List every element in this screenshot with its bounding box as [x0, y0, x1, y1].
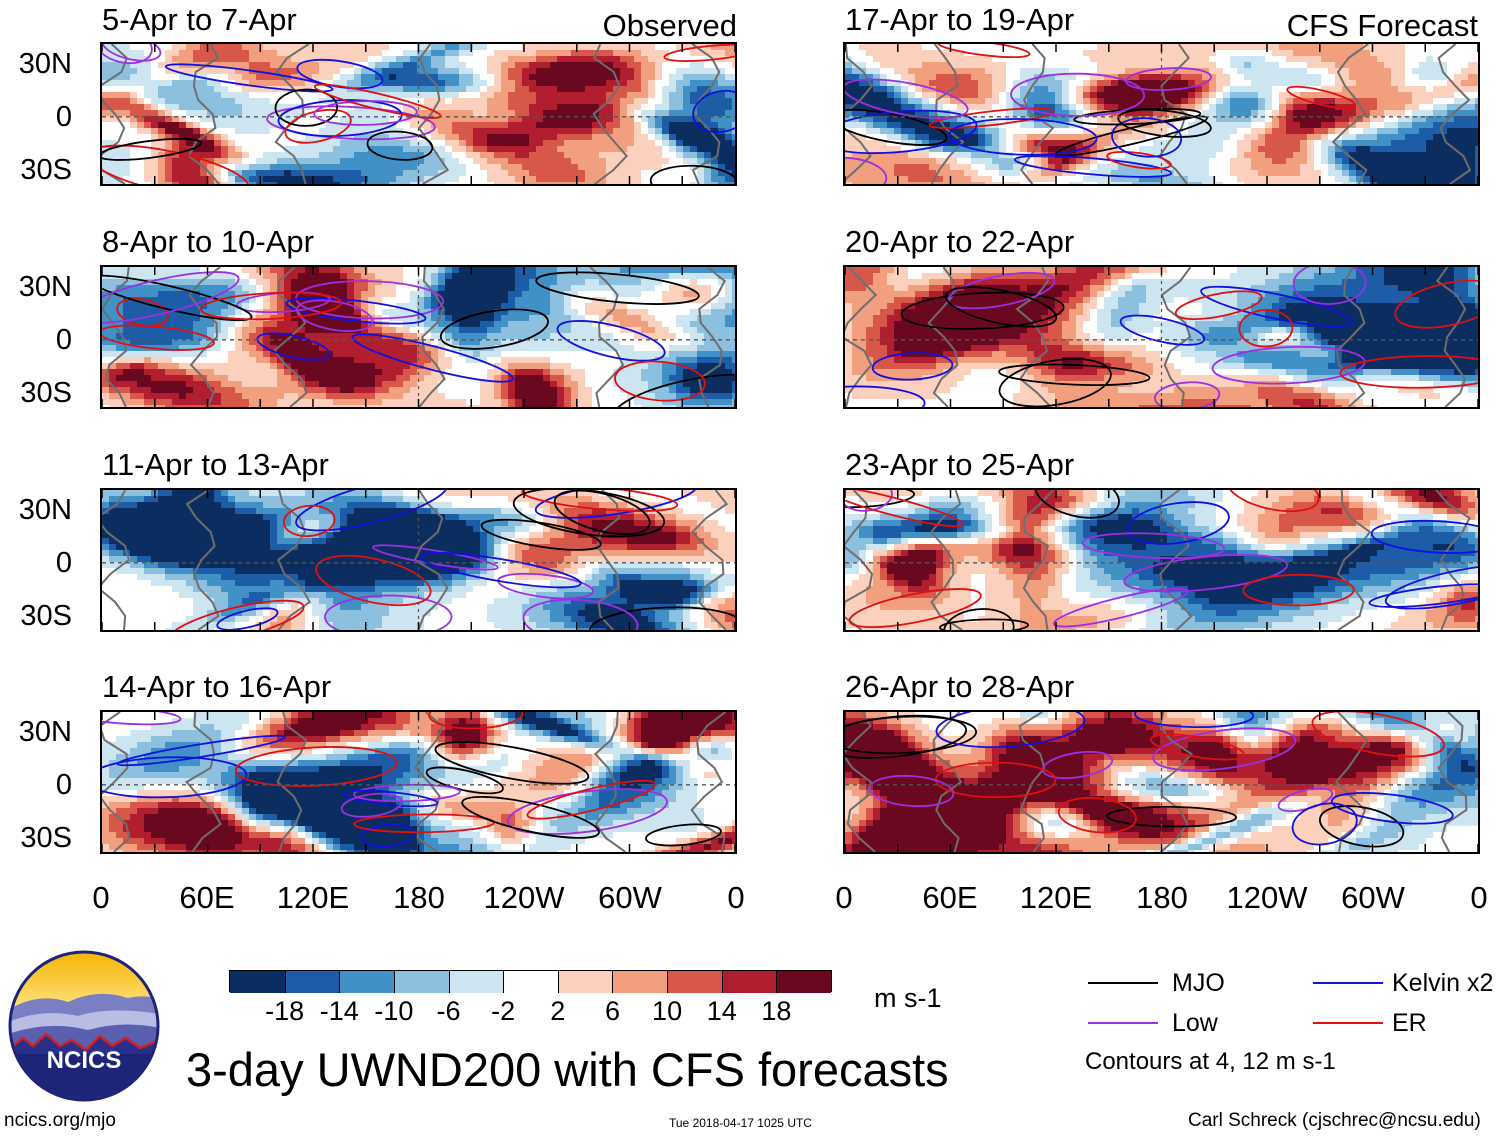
legend-line-mjo — [1088, 982, 1158, 984]
colorbar-swatch — [503, 971, 559, 993]
colorbar-label: 6 — [604, 996, 620, 1026]
main-title: 3-day UWND200 with CFS forecasts — [186, 1043, 949, 1096]
colorbar-swatch — [776, 971, 832, 993]
map-panel-fcst-1 — [843, 42, 1480, 186]
map-field — [845, 267, 1478, 407]
lat-label-eq: 0 — [55, 769, 72, 801]
colorbar-swatch — [448, 971, 504, 993]
units-label: m s-1 — [874, 983, 942, 1013]
colorbar-swatch — [393, 971, 450, 993]
colorbar-swatch — [667, 971, 723, 993]
lat-label-30s: 30S — [20, 377, 72, 409]
lon-label-120e: 120E — [1019, 880, 1093, 915]
map-field — [845, 490, 1478, 630]
map-panel-obs-4 — [100, 710, 737, 854]
panel-title-fcst-2: 20-Apr to 22-Apr — [845, 224, 1075, 259]
map-field — [845, 712, 1478, 852]
lat-label-eq: 0 — [55, 324, 72, 356]
colorbar-label: -14 — [319, 996, 359, 1026]
lat-label-30s: 30S — [20, 154, 72, 186]
map-panel-obs-2 — [100, 265, 737, 409]
legend-line-er — [1313, 1022, 1383, 1024]
lon-label-60w: 60W — [598, 880, 662, 915]
lon-label-360: 0 — [727, 880, 745, 915]
colorbar-label: 2 — [550, 996, 566, 1026]
lat-label-eq: 0 — [55, 547, 72, 579]
footer-timestamp: Tue 2018-04-17 1025 UTC — [669, 1116, 812, 1130]
ncics-logo: NCICS — [8, 950, 160, 1102]
map-field — [102, 490, 735, 630]
panel-title-obs-4: 14-Apr to 16-Apr — [102, 669, 332, 704]
legend-label-mjo: MJO — [1172, 969, 1225, 997]
lat-label-30n: 30N — [18, 494, 72, 526]
colorbar-label: 10 — [652, 996, 683, 1026]
colorbar-label: -10 — [374, 996, 414, 1026]
panel-title-obs-3: 11-Apr to 13-Apr — [102, 447, 329, 482]
footer-credit: Carl Schreck (cjschrec@ncsu.edu) — [1188, 1110, 1481, 1131]
colorbar-label: -2 — [491, 996, 516, 1026]
lat-label-30s: 30S — [20, 600, 72, 632]
map-field — [102, 44, 735, 184]
lon-label-120w: 120W — [1226, 880, 1308, 915]
colorbar-swatch — [557, 971, 613, 993]
colorbar-swatch — [339, 971, 395, 993]
map-field — [102, 712, 735, 852]
map-panel-obs-1 — [100, 42, 737, 186]
panel-title-fcst-4: 26-Apr to 28-Apr — [845, 669, 1075, 704]
colorbar-swatch — [612, 971, 668, 993]
legend-line-low — [1088, 1022, 1158, 1024]
lon-label-120w: 120W — [483, 880, 565, 915]
colorbar-swatch — [721, 971, 777, 993]
map-panel-fcst-2 — [843, 265, 1480, 409]
panel-title-obs-2: 8-Apr to 10-Apr — [102, 224, 314, 259]
map-panel-fcst-4 — [843, 710, 1480, 854]
colorbar-label: -6 — [436, 996, 461, 1026]
colorbar — [229, 970, 832, 993]
lon-label-60w: 60W — [1341, 880, 1405, 915]
map-panel-fcst-3 — [843, 488, 1480, 632]
legend-line-kelvin — [1313, 982, 1383, 984]
colorbar-label: 14 — [706, 996, 737, 1026]
ncics-logo-text: NCICS — [47, 1047, 122, 1074]
lat-label-eq: 0 — [55, 101, 72, 133]
lon-label-60e: 60E — [179, 880, 235, 915]
lon-label-0: 0 — [92, 880, 110, 915]
footer-url[interactable]: ncics.org/mjo — [4, 1110, 116, 1131]
colorbar-label: -18 — [265, 996, 305, 1026]
map-field — [102, 267, 735, 407]
panel-title-obs-1: 5-Apr to 7-Apr — [102, 2, 297, 37]
lat-label-30n: 30N — [18, 271, 72, 303]
lon-label-120e: 120E — [276, 880, 350, 915]
panel-title-fcst-3: 23-Apr to 25-Apr — [845, 447, 1075, 482]
map-panel-obs-3 — [100, 488, 737, 632]
legend-label-er: ER — [1392, 1009, 1427, 1037]
forecast-label: CFS Forecast — [1286, 8, 1478, 43]
lon-label-0: 0 — [835, 880, 853, 915]
lon-label-180: 180 — [1136, 880, 1188, 915]
colorbar-swatch — [284, 971, 340, 993]
legend-label-kelvin: Kelvin x2 — [1392, 969, 1494, 997]
panel-title-fcst-1: 17-Apr to 19-Apr — [845, 2, 1075, 37]
colorbar-label: 18 — [761, 996, 792, 1026]
contour-note: Contours at 4, 12 m s-1 — [1085, 1048, 1336, 1075]
lat-label-30n: 30N — [18, 48, 72, 80]
map-field — [845, 44, 1478, 184]
lon-label-60e: 60E — [922, 880, 978, 915]
lon-label-180: 180 — [393, 880, 445, 915]
lat-label-30n: 30N — [18, 716, 72, 748]
legend-label-low: Low — [1172, 1009, 1218, 1037]
colorbar-swatch — [230, 971, 286, 993]
observed-label: Observed — [602, 8, 737, 43]
lon-label-360: 0 — [1470, 880, 1488, 915]
lat-label-30s: 30S — [20, 822, 72, 854]
